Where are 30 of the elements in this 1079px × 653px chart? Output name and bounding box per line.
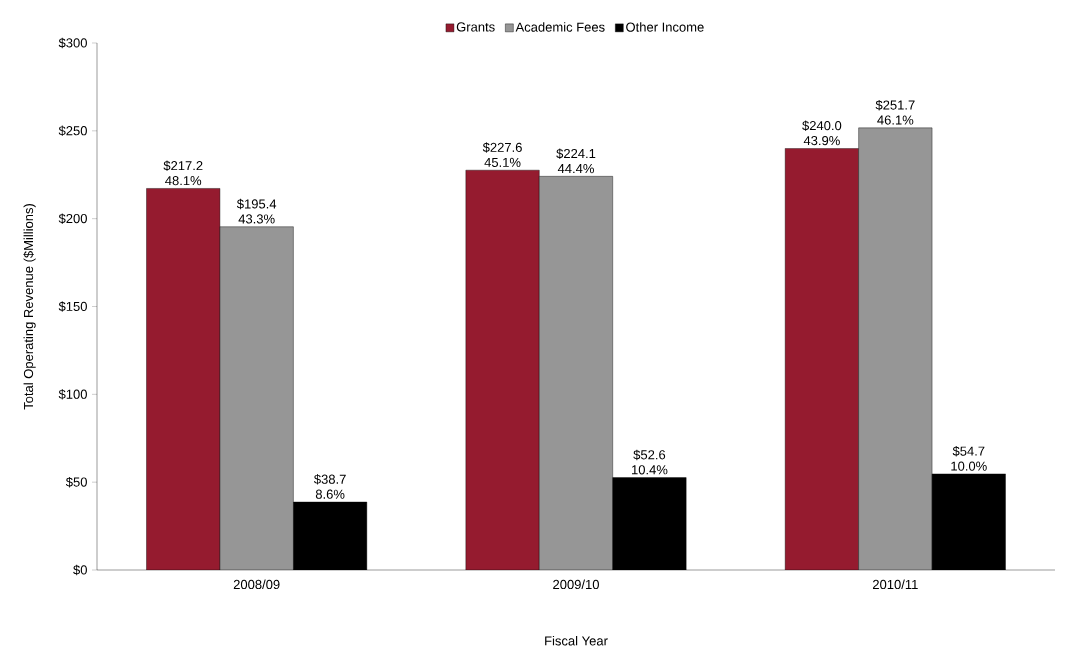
bar — [465, 170, 540, 570]
data-label: $240.0 43.9% — [802, 120, 842, 146]
y-tick-label: $300 — [58, 37, 87, 49]
data-label: $52.6 10.4% — [632, 449, 668, 475]
y-tick-label: $50 — [65, 476, 87, 488]
data-label: $251.7 46.1% — [875, 99, 915, 125]
y-tick-label: $100 — [58, 389, 87, 400]
data-label: $38.7 8.6% — [313, 474, 346, 499]
data-label: $224.1 44.4% — [556, 148, 596, 174]
bar — [539, 176, 613, 570]
legend-label: Grants — [456, 22, 495, 32]
data-label: $217.2 48.1% — [163, 160, 203, 186]
bar — [858, 127, 933, 570]
x-tick-label: 2008/09 — [233, 579, 280, 590]
data-label: $195.4 43.3% — [236, 198, 277, 224]
x-tick-label: 2010/11 — [872, 579, 918, 590]
y-axis-title: Total Operating Revenue ($Millions) — [23, 204, 36, 410]
x-axis-title: Fiscal Year — [545, 635, 608, 646]
legend-label: Academic Fees — [515, 22, 605, 32]
y-tick-label: $250 — [58, 125, 87, 137]
data-label: $227.6 45.1% — [482, 142, 522, 167]
x-tick-label: 2009/10 — [553, 579, 599, 590]
bar — [784, 148, 859, 570]
bar — [219, 226, 294, 570]
y-tick-label: $200 — [58, 213, 87, 224]
data-label: $54.7 10.0% — [951, 445, 987, 471]
y-tick-label: $150 — [58, 301, 87, 312]
legend-label: Other Income — [626, 22, 704, 32]
y-tick-label: $0 — [73, 564, 87, 576]
bar — [146, 188, 220, 570]
